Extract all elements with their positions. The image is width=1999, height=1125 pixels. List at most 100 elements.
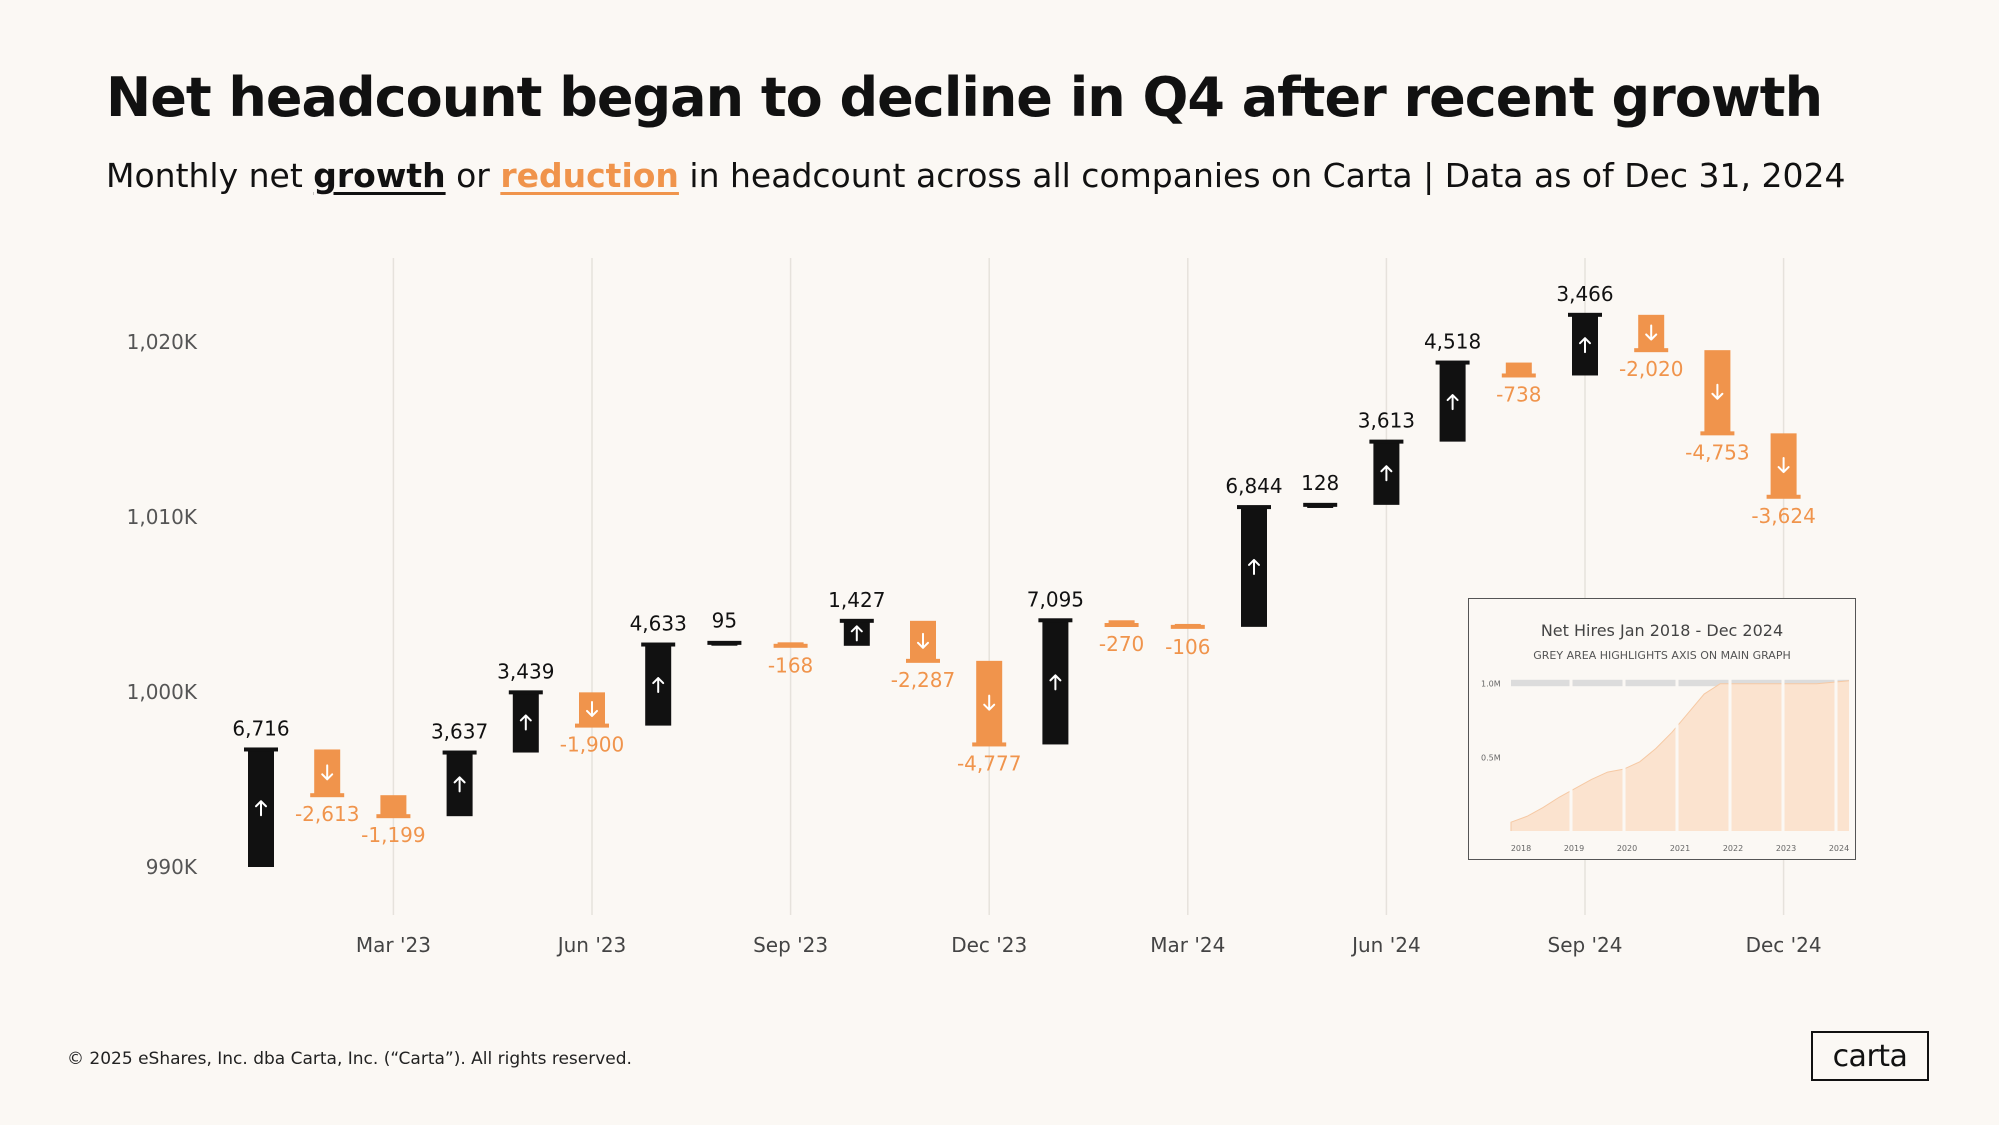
data-label: -1,900 xyxy=(560,733,624,757)
inset-x-tick-label: 2019 xyxy=(1564,844,1584,853)
waterfall-bar xyxy=(1505,362,1532,376)
area-series xyxy=(1511,680,1849,831)
inset-area-chart: 2018 2019 2020 2021 2022 2023 2024 0.5M 1.0M xyxy=(1481,664,1850,853)
arrow-up-icon xyxy=(453,776,466,793)
inset-x-tick-label: 2023 xyxy=(1776,844,1796,853)
arrow-up-icon xyxy=(1380,465,1393,482)
inset-chart-panel: Net Hires Jan 2018 - Dec 2024 GREY AREA … xyxy=(1468,598,1856,860)
inset-subtitle: GREY AREA HIGHLIGHTS AXIS ON MAIN GRAPH xyxy=(1533,649,1791,662)
x-tick-label: Mar '23 xyxy=(356,933,431,957)
subtitle-post: in headcount across all companies on Car… xyxy=(678,156,1413,195)
inset-x-tick-label: 2021 xyxy=(1670,844,1690,853)
data-label: -2,287 xyxy=(891,668,955,692)
highlight-band xyxy=(1511,679,1849,687)
arrow-up-icon xyxy=(519,714,532,731)
data-label: -4,753 xyxy=(1685,440,1749,464)
y-tick-label: 1,010K xyxy=(127,505,198,529)
bar-cap xyxy=(906,658,940,663)
data-label: 4,633 xyxy=(630,612,687,636)
x-tick-label: Mar '24 xyxy=(1150,933,1225,957)
bar-cap xyxy=(1038,618,1073,623)
bar-cap xyxy=(1170,624,1205,629)
y-tick-label: 1,020K xyxy=(127,330,198,354)
area-outline xyxy=(1510,680,1850,831)
arrow-up-icon xyxy=(1446,394,1459,411)
arrow-down-icon xyxy=(1645,324,1658,341)
bar-cap xyxy=(1634,348,1669,353)
bar-cap xyxy=(575,723,609,728)
inset-x-tick-label: 2020 xyxy=(1617,844,1637,853)
bar-cap xyxy=(972,742,1007,747)
arrow-down-icon xyxy=(917,632,929,649)
bar-cap xyxy=(839,618,874,623)
data-label: -4,777 xyxy=(957,751,1021,775)
x-tick-label: Dec '24 xyxy=(1746,933,1822,957)
inset-x-tick-label: 2024 xyxy=(1829,844,1849,853)
data-label: 3,613 xyxy=(1358,409,1415,433)
subtitle-or: or xyxy=(445,156,501,195)
bar-cap xyxy=(1766,494,1801,499)
subtitle-reduction: reduction xyxy=(500,156,679,195)
bar-cap xyxy=(1501,373,1536,378)
data-label: 3,466 xyxy=(1556,282,1613,306)
data-label: 6,844 xyxy=(1225,474,1282,498)
inset-x-tick-label: 2022 xyxy=(1723,844,1743,853)
inset-y-tick-label: 1.0M xyxy=(1481,680,1501,689)
bar-cap xyxy=(1700,431,1735,436)
bar-cap xyxy=(1435,360,1470,365)
data-label: -270 xyxy=(1099,632,1144,656)
inset-x-tick-label: 2018 xyxy=(1511,844,1531,853)
x-tick-label: Sep '23 xyxy=(753,933,828,957)
bar-cap xyxy=(376,814,411,819)
subtitle-date: Data as of Dec 31, 2024 xyxy=(1444,156,1846,195)
data-label: 3,637 xyxy=(431,720,488,744)
arrow-up-icon xyxy=(1049,674,1062,691)
data-label: 4,518 xyxy=(1424,330,1481,354)
arrow-down-icon xyxy=(1777,457,1790,474)
bar-cap xyxy=(1237,505,1271,510)
data-label: -2,020 xyxy=(1619,357,1683,381)
chart-title: Net headcount began to decline in Q4 aft… xyxy=(106,66,1823,129)
data-label: -2,613 xyxy=(295,802,359,826)
carta-logo: carta xyxy=(1811,1031,1929,1081)
data-label: 95 xyxy=(712,609,737,633)
data-label: 7,095 xyxy=(1027,587,1084,611)
arrow-down-icon xyxy=(586,700,598,717)
subtitle-growth: growth xyxy=(313,156,446,195)
chart-subtitle: Monthly net growth or reduction in headc… xyxy=(106,156,1846,195)
x-tick-label: Sep '24 xyxy=(1548,933,1623,957)
bar-cap xyxy=(1303,502,1338,507)
arrow-down-icon xyxy=(321,764,334,781)
arrow-up-icon xyxy=(652,677,665,694)
data-label: -168 xyxy=(768,653,813,677)
x-tick-label: Dec '23 xyxy=(951,933,1027,957)
bar-cap xyxy=(442,750,477,755)
x-tick-label: Jun '23 xyxy=(556,933,627,957)
bar-cap xyxy=(1369,439,1404,444)
data-label: 6,716 xyxy=(232,716,289,740)
arrow-down-icon xyxy=(1711,383,1724,400)
data-label: 1,427 xyxy=(828,588,885,612)
data-label: 128 xyxy=(1301,471,1339,495)
data-label: -3,624 xyxy=(1751,504,1815,528)
inset-title: Net Hires Jan 2018 - Dec 2024 xyxy=(1540,621,1784,640)
x-tick-label: Jun '24 xyxy=(1350,933,1421,957)
arrow-up-icon xyxy=(1579,337,1591,354)
arrow-up-icon xyxy=(255,800,267,817)
copyright-footer: © 2025 eShares, Inc. dba Carta, Inc. (“C… xyxy=(67,1049,632,1069)
data-label: -738 xyxy=(1496,382,1541,406)
arrow-up-icon xyxy=(1248,558,1260,575)
bar-cap xyxy=(1568,312,1602,317)
bar-cap xyxy=(773,643,808,648)
bar-cap xyxy=(641,642,676,647)
data-label: -106 xyxy=(1165,635,1210,659)
bar-cap xyxy=(244,747,278,752)
data-label: 3,439 xyxy=(497,659,554,683)
arrow-down-icon xyxy=(983,694,996,711)
bar-cap xyxy=(1104,623,1139,628)
y-tick-label: 1,000K xyxy=(127,680,198,704)
arrow-up-icon xyxy=(850,625,863,642)
data-label: -1,199 xyxy=(361,823,425,847)
y-tick-label: 990K xyxy=(146,855,198,879)
